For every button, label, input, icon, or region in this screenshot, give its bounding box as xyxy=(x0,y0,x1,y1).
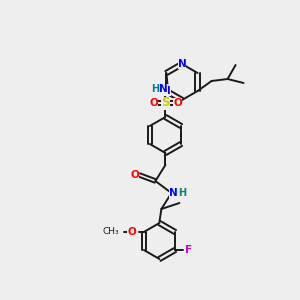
Text: O: O xyxy=(130,170,139,180)
Text: N: N xyxy=(169,188,178,198)
Text: O: O xyxy=(173,98,182,108)
Text: S: S xyxy=(161,97,170,110)
Text: O: O xyxy=(128,227,136,237)
Text: F: F xyxy=(185,245,193,255)
Text: N: N xyxy=(178,59,186,69)
Text: N: N xyxy=(162,86,171,96)
Text: H: H xyxy=(151,84,160,94)
Text: H: H xyxy=(178,188,187,198)
Text: CH₃: CH₃ xyxy=(103,227,119,236)
Text: N: N xyxy=(159,84,168,94)
Text: O: O xyxy=(149,98,158,108)
